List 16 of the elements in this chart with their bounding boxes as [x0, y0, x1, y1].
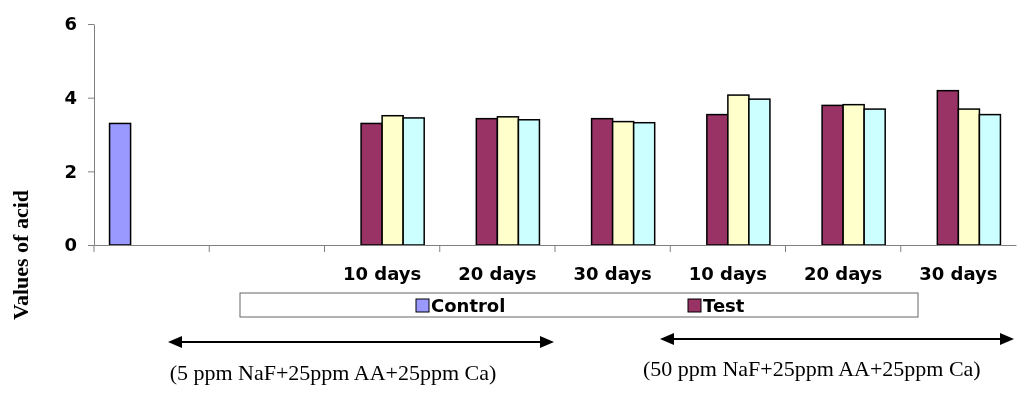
legend-label: Control [431, 295, 506, 316]
x-tick-label: 10 days [688, 262, 767, 284]
text: (5 ppm NaF+25ppm AA+25ppm Ca) [169, 360, 497, 385]
y-tick-label: 0 [64, 234, 77, 256]
y-axis-title: Values of acid [8, 190, 33, 320]
x-tick-label: 30 days [919, 262, 998, 284]
legend-label: Test [703, 295, 745, 316]
x-tick-label: 20 days [804, 262, 883, 284]
text: (50 ppm NaF+25ppm AA+25ppm Ca) [643, 356, 981, 381]
y-tick-label: 6 [64, 13, 77, 35]
bar [108, 122, 132, 246]
y-tick-label: 2 [64, 160, 77, 182]
x-tick-label: 20 days [458, 262, 537, 284]
y-tick-label: 4 [64, 86, 77, 108]
x-tick-label: 10 days [343, 262, 422, 284]
x-tick-label: 30 days [573, 262, 652, 284]
